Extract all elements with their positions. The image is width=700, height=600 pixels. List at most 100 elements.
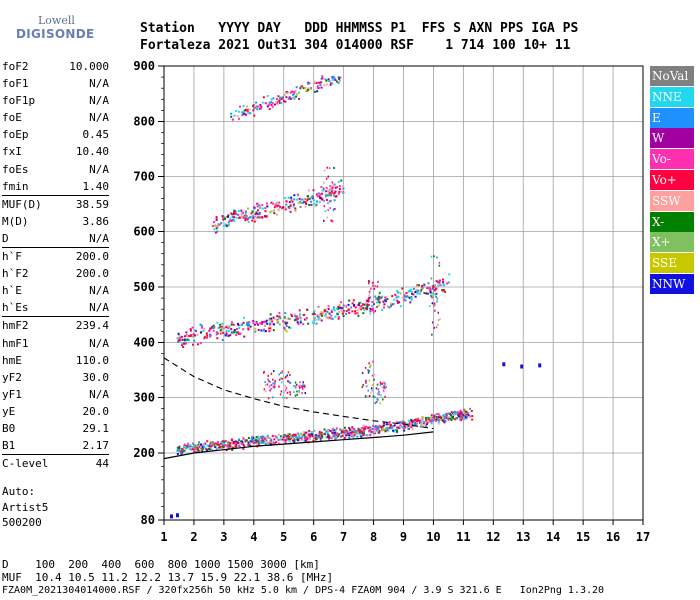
echo-point (324, 308, 327, 311)
echo-point (312, 311, 315, 314)
echo-point (293, 438, 296, 441)
echo-point (419, 419, 422, 422)
echo-point (435, 280, 438, 283)
echo-point (297, 433, 300, 436)
echo-point (181, 342, 184, 345)
echo-point (325, 83, 328, 86)
echo-point (371, 389, 373, 392)
echo-point (320, 81, 323, 84)
echo-point (252, 320, 255, 323)
echo-point (216, 321, 219, 324)
echo-point (393, 429, 396, 432)
echo-point (212, 329, 215, 332)
legend-item-vo-: Vo- (650, 149, 694, 170)
echo-point (218, 445, 221, 448)
echo-point (428, 420, 431, 423)
echo-point (216, 337, 219, 340)
echo-point (270, 103, 273, 106)
echo-point (220, 446, 223, 449)
echo-point (302, 87, 305, 90)
echo-point (224, 444, 227, 447)
echo-point (216, 443, 219, 446)
echo-point (303, 437, 306, 440)
echo-point (292, 97, 295, 100)
echo-point (450, 411, 453, 414)
echo-point (365, 299, 368, 302)
echo-point (426, 286, 429, 289)
echo-point (312, 439, 315, 442)
echo-point (331, 189, 334, 192)
echo-point (237, 331, 240, 334)
echo-point (200, 447, 203, 450)
echo-point (367, 395, 369, 398)
echo-point (417, 284, 420, 287)
echo-point (320, 86, 323, 89)
echo-point (252, 322, 255, 325)
echo-point (214, 445, 217, 448)
echo-point (189, 329, 192, 332)
echo-point (464, 411, 467, 414)
echo-point (260, 321, 263, 324)
echo-point (296, 321, 299, 324)
echo-point (308, 203, 311, 206)
legend-item-vo-: Vo+ (650, 169, 694, 190)
echo-point (278, 99, 281, 102)
echo-point (224, 439, 227, 442)
echo-point (436, 417, 439, 420)
echo-point (311, 195, 314, 198)
echo-point (281, 206, 284, 209)
echo-point (217, 327, 220, 330)
echo-point (278, 315, 281, 318)
echo-point (269, 211, 272, 214)
echo-point (284, 441, 287, 444)
echo-point (431, 321, 434, 324)
echo-point (379, 402, 382, 405)
dashed-profile-curve (163, 357, 434, 430)
echo-point (294, 209, 297, 212)
echo-point (354, 306, 357, 309)
echo-point (200, 331, 203, 334)
echo-point (445, 413, 448, 416)
echo-point (284, 439, 287, 442)
echo-point (252, 436, 255, 439)
echo-point (340, 429, 343, 432)
echo-point (423, 285, 426, 288)
echo-point (287, 432, 290, 435)
echo-point (232, 213, 235, 216)
echo-point (270, 317, 273, 320)
echo-point (323, 84, 326, 87)
echo-point (283, 391, 285, 394)
echo-point (284, 396, 286, 399)
echo-point (443, 290, 446, 293)
echo-point (288, 201, 291, 204)
echo-point (243, 444, 246, 447)
echo-point (240, 209, 243, 212)
echo-point (231, 448, 234, 451)
echo-point (256, 106, 259, 109)
echo-point (438, 415, 441, 418)
echo-point (266, 436, 269, 439)
echo-point (257, 329, 260, 332)
echo-point (313, 321, 316, 324)
echo-point (188, 447, 191, 450)
echo-point (211, 443, 214, 446)
echo-point (374, 432, 377, 435)
echo-point (347, 303, 350, 306)
echo-point (307, 322, 310, 325)
echo-point (320, 319, 323, 322)
echo-point (362, 303, 365, 306)
echo-point (370, 287, 372, 290)
echo-point (383, 381, 385, 384)
echo-point (247, 327, 250, 330)
echo-point (460, 416, 463, 419)
echo-point (221, 215, 224, 218)
echo-point (318, 432, 321, 435)
echo-point (289, 210, 292, 213)
echo-point (466, 412, 469, 415)
header-labels: Station YYYY DAY DDD HHMMSS P1 FFS S AXN… (140, 21, 579, 36)
echo-point (393, 424, 396, 427)
echo-point (196, 445, 199, 448)
echo-point (310, 196, 313, 199)
echo-point (195, 450, 198, 453)
echo-point (470, 410, 473, 413)
